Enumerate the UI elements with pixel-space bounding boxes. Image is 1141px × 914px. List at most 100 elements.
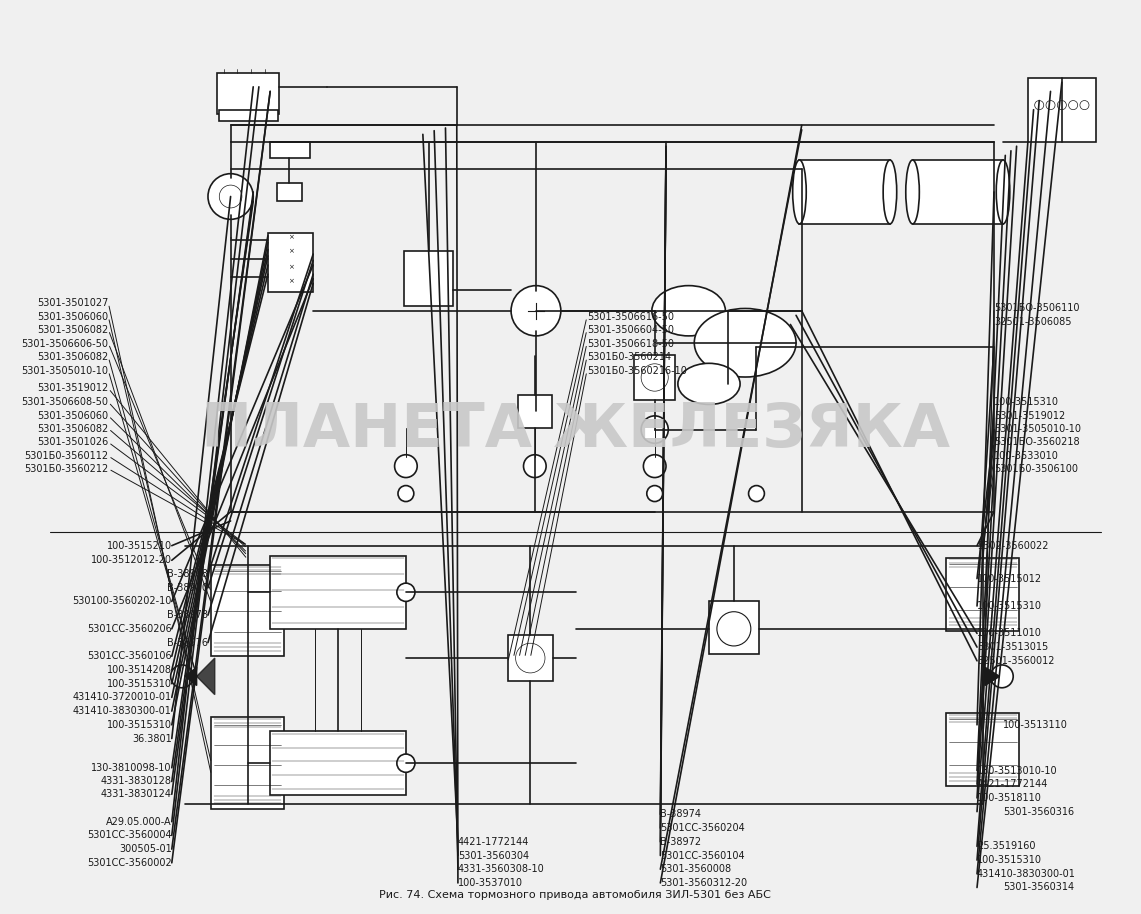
- Bar: [217, 73, 280, 114]
- Text: 5301-3519012: 5301-3519012: [38, 384, 108, 393]
- Text: 5301-3560316: 5301-3560316: [1003, 807, 1074, 816]
- Circle shape: [1035, 101, 1044, 110]
- Text: 25.3519160: 25.3519160: [977, 842, 1036, 851]
- Circle shape: [647, 485, 663, 502]
- Text: 5301-3513015: 5301-3513015: [977, 643, 1049, 652]
- Circle shape: [1079, 101, 1089, 110]
- Text: 5301-3560304: 5301-3560304: [458, 851, 529, 860]
- Text: 5301-3506616-50: 5301-3506616-50: [586, 313, 674, 322]
- Text: ПЛАНЕТА ЖЕЛЕЗЯКА: ПЛАНЕТА ЖЕЛЕЗЯКА: [201, 400, 949, 460]
- Text: 5301-3506082: 5301-3506082: [38, 424, 108, 433]
- Bar: [634, 355, 675, 400]
- Text: 100-3515310: 100-3515310: [107, 720, 172, 729]
- Circle shape: [641, 416, 669, 443]
- Bar: [270, 731, 406, 795]
- Ellipse shape: [883, 160, 897, 224]
- Ellipse shape: [678, 364, 741, 404]
- Text: 36.3801: 36.3801: [132, 734, 172, 743]
- Text: 100-3515310: 100-3515310: [977, 601, 1042, 611]
- Ellipse shape: [652, 285, 726, 336]
- Circle shape: [644, 455, 666, 477]
- Circle shape: [516, 643, 545, 673]
- Bar: [1028, 78, 1095, 142]
- Text: 5301Б0-3560216-10: 5301Б0-3560216-10: [586, 367, 687, 376]
- Text: 5301-3506608-50: 5301-3506608-50: [22, 398, 108, 407]
- Bar: [277, 183, 302, 201]
- Text: 300505-01: 300505-01: [119, 845, 172, 854]
- Text: 5301Б0-3560212: 5301Б0-3560212: [24, 464, 108, 473]
- Circle shape: [524, 455, 547, 477]
- Ellipse shape: [996, 160, 1010, 224]
- Text: B-38974: B-38974: [661, 810, 702, 819]
- Circle shape: [397, 583, 415, 601]
- Text: 431410-3720010-01: 431410-3720010-01: [73, 693, 172, 702]
- Text: 5301-3506604-50: 5301-3506604-50: [586, 325, 674, 335]
- Text: 100-3515310: 100-3515310: [107, 679, 172, 688]
- Text: 5301-3506606-50: 5301-3506606-50: [22, 339, 108, 348]
- Text: 5301СС-3560204: 5301СС-3560204: [661, 824, 745, 833]
- Text: B-38970: B-38970: [167, 583, 208, 592]
- Bar: [270, 556, 406, 629]
- Polygon shape: [196, 658, 215, 695]
- Circle shape: [398, 485, 414, 502]
- Text: B-38972: B-38972: [661, 837, 702, 846]
- Circle shape: [1046, 101, 1055, 110]
- Text: 100-3515210: 100-3515210: [106, 541, 172, 550]
- Text: 5301Б0-3560214: 5301Б0-3560214: [586, 353, 671, 362]
- Text: 100-3537010: 100-3537010: [458, 878, 523, 887]
- Text: 5301-3506082: 5301-3506082: [38, 325, 108, 335]
- Bar: [947, 558, 1019, 631]
- Text: 130-3513010-10: 130-3513010-10: [977, 766, 1058, 775]
- Text: ×: ×: [288, 249, 293, 254]
- Text: 5301-3519012: 5301-3519012: [994, 411, 1066, 420]
- Ellipse shape: [906, 160, 920, 224]
- Text: 5301-3506618-50: 5301-3506618-50: [586, 339, 674, 348]
- Text: ×: ×: [288, 279, 293, 284]
- Circle shape: [171, 665, 193, 687]
- Text: 530100-3560202-10: 530100-3560202-10: [72, 597, 172, 606]
- Text: 5301-3506082: 5301-3506082: [38, 353, 108, 362]
- Polygon shape: [185, 667, 196, 686]
- Text: 5301СС-3560002: 5301СС-3560002: [87, 858, 172, 867]
- Text: 100-3513110: 100-3513110: [1003, 720, 1068, 729]
- Bar: [800, 160, 890, 224]
- Text: ×: ×: [288, 235, 293, 240]
- Text: 5301СС-3560106: 5301СС-3560106: [87, 652, 172, 661]
- Text: 4331-3830128: 4331-3830128: [100, 777, 172, 786]
- Text: 100-3518110: 100-3518110: [977, 793, 1042, 802]
- Bar: [947, 713, 1019, 786]
- Text: 5301СС-3560206: 5301СС-3560206: [87, 624, 172, 633]
- Text: 100-3514208: 100-3514208: [107, 665, 172, 675]
- Text: 100-3512012-20: 100-3512012-20: [91, 556, 172, 565]
- Text: 4331-3560308-10: 4331-3560308-10: [458, 865, 544, 874]
- Circle shape: [395, 455, 418, 477]
- Circle shape: [748, 485, 764, 502]
- Text: 5301БО-3506110: 5301БО-3506110: [994, 303, 1079, 313]
- Text: 5301-3505010-10: 5301-3505010-10: [994, 424, 1081, 433]
- Text: 5301БО-3560218: 5301БО-3560218: [994, 438, 1079, 447]
- Text: 5301-3505010-10: 5301-3505010-10: [22, 367, 108, 376]
- Circle shape: [397, 754, 415, 772]
- Bar: [219, 110, 278, 121]
- Circle shape: [219, 186, 242, 207]
- Text: 5301-3560314: 5301-3560314: [1003, 883, 1074, 892]
- Bar: [404, 251, 453, 306]
- Bar: [508, 635, 553, 681]
- Text: 100-3515012: 100-3515012: [977, 574, 1042, 583]
- Text: 5301-3560312-20: 5301-3560312-20: [661, 878, 747, 887]
- Text: 5301-3501027: 5301-3501027: [38, 299, 108, 308]
- Text: Рис. 74. Схема тормозного привода автомобиля ЗИЛ-5301 без АБС: Рис. 74. Схема тормозного привода автомо…: [379, 890, 771, 900]
- Text: 5301-3506060: 5301-3506060: [38, 411, 108, 420]
- Bar: [709, 601, 759, 654]
- Text: 5302-3560022: 5302-3560022: [977, 541, 1049, 550]
- Circle shape: [990, 665, 1013, 687]
- Text: 4421-1772144: 4421-1772144: [458, 837, 529, 846]
- Bar: [211, 565, 284, 656]
- Circle shape: [208, 174, 253, 219]
- Text: 5301-3560008: 5301-3560008: [661, 865, 731, 874]
- Text: 5301Б0-3560112: 5301Б0-3560112: [24, 452, 108, 461]
- Text: 431410-3830300-01: 431410-3830300-01: [73, 707, 172, 716]
- Ellipse shape: [694, 308, 796, 377]
- Bar: [268, 233, 313, 292]
- Bar: [913, 160, 1003, 224]
